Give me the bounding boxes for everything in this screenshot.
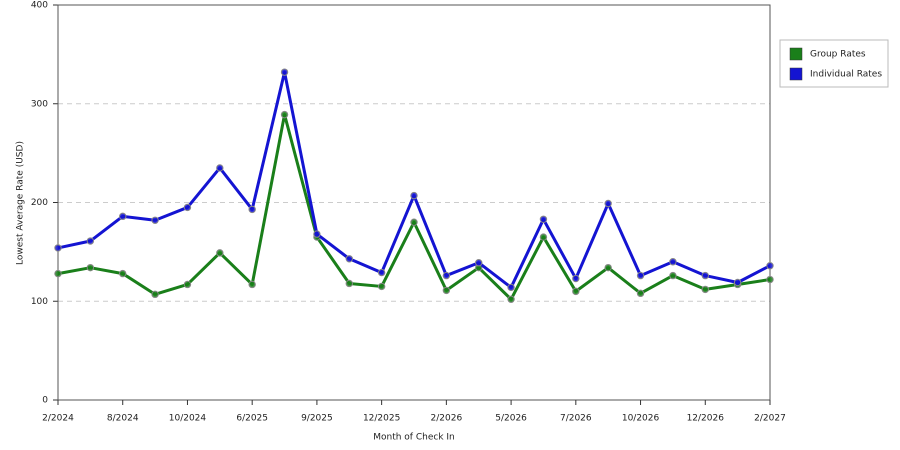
- data-point: [183, 280, 192, 289]
- data-point: [507, 283, 515, 292]
- data-point: [216, 249, 224, 257]
- data-point: [313, 230, 321, 238]
- data-point: [733, 278, 742, 287]
- y-tick-label: 200: [31, 198, 48, 208]
- x-tick-label: 10/2026: [622, 414, 660, 424]
- data-point: [701, 271, 709, 280]
- data-point: [507, 295, 515, 303]
- data-point: [345, 279, 353, 288]
- data-point: [442, 271, 451, 280]
- data-point: [280, 110, 289, 119]
- y-tick-label: 0: [42, 396, 48, 406]
- y-tick-label: 100: [31, 297, 48, 307]
- data-point: [539, 233, 548, 241]
- x-axis-label: Month of Check In: [373, 433, 455, 443]
- data-point: [119, 269, 127, 278]
- data-point: [604, 263, 612, 272]
- data-point: [86, 237, 95, 245]
- y-axis-label: Lowest Average Rate (USD): [16, 141, 26, 265]
- x-tick-label: 6/2025: [236, 414, 268, 424]
- data-point: [410, 218, 418, 226]
- data-point: [701, 285, 709, 294]
- data-point: [766, 275, 774, 284]
- data-point: [151, 216, 159, 224]
- data-point: [572, 287, 580, 296]
- data-point: [119, 212, 127, 221]
- legend-label: Individual Rates: [810, 70, 882, 80]
- data-point: [475, 259, 483, 267]
- data-point: [151, 290, 159, 299]
- data-point: [442, 286, 451, 295]
- x-tick-label: 7/2026: [560, 414, 592, 424]
- data-point: [54, 244, 62, 252]
- data-point: [539, 215, 548, 223]
- x-tick-label: 10/2024: [169, 414, 207, 424]
- legend-swatch: [789, 67, 803, 81]
- x-tick-label: 2/2024: [42, 414, 74, 424]
- plot-frame: [57, 4, 771, 401]
- x-tick-label: 5/2026: [495, 414, 527, 424]
- data-point: [183, 203, 192, 212]
- x-tick-label: 2/2026: [431, 414, 463, 424]
- data-point: [377, 282, 386, 291]
- data-point: [248, 205, 256, 214]
- data-point: [86, 263, 95, 272]
- x-tick-label: 12/2025: [363, 414, 400, 424]
- data-point: [669, 271, 677, 280]
- data-point: [604, 199, 612, 208]
- data-point: [248, 280, 256, 289]
- data-point: [377, 268, 386, 277]
- data-point: [410, 191, 418, 200]
- data-point: [766, 262, 774, 270]
- y-tick-label: 400: [31, 1, 48, 11]
- x-tick-label: 12/2026: [687, 414, 725, 424]
- legend-swatch: [789, 47, 803, 61]
- data-point: [280, 68, 289, 76]
- data-point: [669, 258, 677, 266]
- data-point: [572, 274, 580, 283]
- data-point: [345, 255, 353, 263]
- x-tick-label: 8/2024: [107, 414, 139, 424]
- data-point: [54, 269, 62, 278]
- data-point: [636, 289, 645, 298]
- y-tick-label: 300: [31, 99, 48, 109]
- x-tick-label: 2/2027: [754, 414, 786, 424]
- data-point: [216, 164, 224, 172]
- legend-label: Group Rates: [810, 50, 866, 60]
- x-tick-label: 9/2025: [301, 414, 333, 424]
- data-point: [636, 271, 645, 280]
